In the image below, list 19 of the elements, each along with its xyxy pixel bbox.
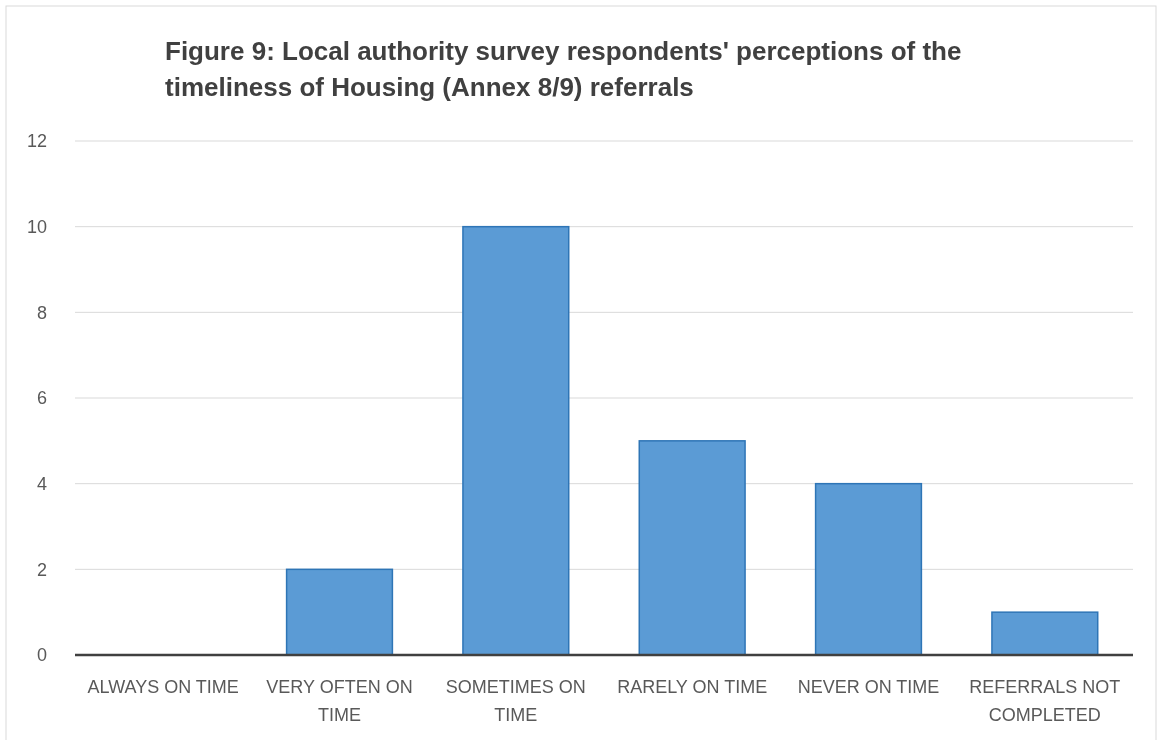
y-tick-label: 2 bbox=[36, 559, 47, 580]
x-tick-label: NEVER ON TIME bbox=[797, 677, 940, 697]
x-tick-label: VERY OFTEN ON TIME bbox=[266, 677, 413, 725]
bar bbox=[285, 568, 394, 656]
x-tick-label: REFERRALS NOT COMPLETED bbox=[969, 677, 1121, 725]
x-tick-label: RARELY ON TIME bbox=[617, 677, 768, 697]
y-tick-label: 10 bbox=[26, 216, 47, 237]
y-tick-label: 6 bbox=[36, 388, 47, 409]
x-tick-label: ALWAYS ON TIME bbox=[87, 677, 239, 697]
x-tick-label: SOMETIMES ON TIME bbox=[445, 677, 586, 725]
bar bbox=[462, 225, 570, 656]
bar bbox=[814, 482, 923, 656]
y-tick-label: 4 bbox=[36, 473, 47, 494]
bar bbox=[638, 440, 746, 656]
bar bbox=[991, 611, 1099, 656]
chart-title: Figure 9: Local authority survey respondents' perceptions of the timeliness of Housing (Annex 8/9) referrals bbox=[165, 36, 962, 102]
y-tick-label: 0 bbox=[36, 645, 47, 666]
y-tick-label: 12 bbox=[26, 131, 47, 152]
y-tick-label: 8 bbox=[36, 302, 47, 323]
